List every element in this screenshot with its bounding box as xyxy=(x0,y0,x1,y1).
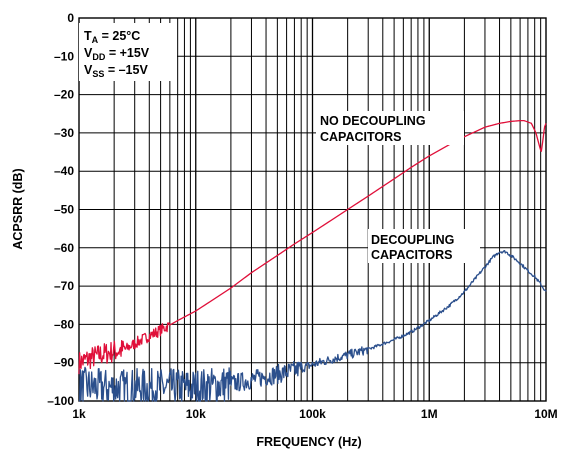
decoupling-label-line1: DECOUPLING xyxy=(371,233,454,247)
condition-ta: TA = 25°C xyxy=(84,29,140,45)
series-no-decoupling-line xyxy=(78,119,547,375)
decoupling-label-bg xyxy=(368,229,480,263)
conditions-box xyxy=(79,23,177,81)
y-tick-label: –10 xyxy=(54,49,74,63)
y-tick-label: –60 xyxy=(54,241,74,255)
y-tick-label: –90 xyxy=(54,356,74,370)
y-tick-label: –20 xyxy=(54,88,74,102)
y-tick-label: –100 xyxy=(47,394,74,408)
x-tick-label: 1M xyxy=(421,407,438,421)
x-tick-label: 100k xyxy=(299,407,326,421)
y-tick-label: –80 xyxy=(54,317,74,331)
x-tick-label: 10M xyxy=(534,407,557,421)
x-tick-label: 1k xyxy=(72,407,86,421)
plot-frame xyxy=(78,17,547,402)
y-tick-labels: 0 –10 –20 –30 –40 –50 –60 –70 –80 –90 –100 xyxy=(47,11,74,408)
series-decoupling-line xyxy=(78,250,547,402)
x-tick-labels: 1k 10k 100k 1M 10M xyxy=(72,407,557,421)
decoupling-label-line2: CAPACITORS xyxy=(371,248,453,262)
y-tick-label: –30 xyxy=(54,126,74,140)
condition-vss: VSS = –15V xyxy=(84,63,148,79)
no-decoupling-label-line1: NO DECOUPLING xyxy=(320,114,426,128)
y-axis-title: ACPSRR (dB) xyxy=(11,168,25,249)
y-tick-label: –40 xyxy=(54,164,74,178)
y-tick-label: –50 xyxy=(54,203,74,217)
y-tick-label: 0 xyxy=(67,11,74,25)
series-group xyxy=(78,119,547,402)
x-axis-title: FREQUENCY (Hz) xyxy=(256,435,361,449)
condition-vdd: VDD = +15V xyxy=(84,46,150,62)
no-decoupling-label-bg xyxy=(316,111,464,145)
y-tick-label: –70 xyxy=(54,279,74,293)
no-decoupling-label-line2: CAPACITORS xyxy=(320,130,402,144)
x-tick-label: 10k xyxy=(186,407,206,421)
